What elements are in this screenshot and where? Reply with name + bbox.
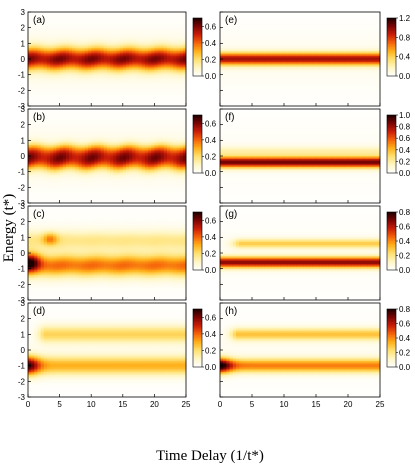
colorbar-tick-label: 0.6: [205, 22, 217, 31]
y-tick-label: -1: [18, 71, 26, 80]
y-tick-label: 0: [21, 55, 26, 64]
colorbar-tick-label: 0.0: [205, 72, 217, 81]
panel-label: (a): [33, 15, 45, 26]
heatmap-cells: [28, 12, 186, 106]
colorbar-tick-label: 0.2: [205, 55, 217, 64]
y-tick-label: 2: [21, 24, 26, 33]
colorbar: 0.0 0.2 0.4 0.6: [193, 18, 217, 81]
y-tick-label: 1: [21, 39, 26, 48]
y-tick-label: 3: [21, 8, 26, 17]
panels-layer: -3-2-10123(a)0.00.20.40.6-3-2-10123(b)0.…: [18, 8, 411, 409]
y-tick-label: -2: [18, 86, 26, 95]
heatmap-cells: [28, 109, 186, 203]
colorbar-tick-label: 0.4: [205, 39, 217, 48]
